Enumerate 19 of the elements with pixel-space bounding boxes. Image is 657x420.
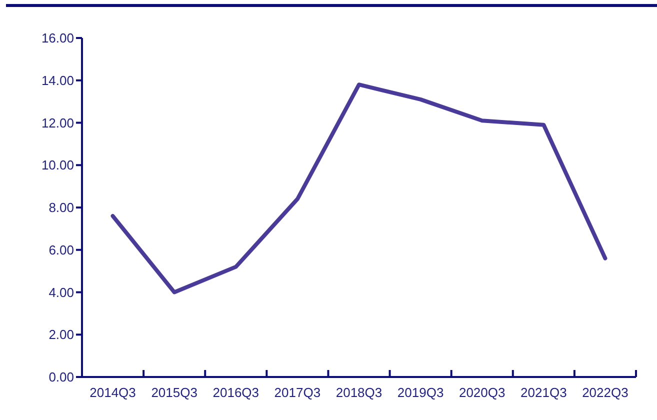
x-tick-label: 2018Q3 bbox=[336, 385, 382, 400]
x-tick-label: 2022Q3 bbox=[582, 385, 628, 400]
x-tick-label: 2020Q3 bbox=[458, 385, 506, 400]
x-tick-label: 2016Q3 bbox=[212, 385, 260, 400]
y-tick-label: 2.00 bbox=[48, 327, 74, 342]
y-tick-label: 16.00 bbox=[41, 30, 74, 46]
x-tick-label: 2015Q3 bbox=[151, 385, 198, 400]
y-tick-label: 10.00 bbox=[41, 158, 74, 173]
x-tick-label: 2019Q3 bbox=[397, 385, 444, 400]
x-tick-label: 2021Q3 bbox=[520, 385, 567, 400]
x-tick-label: 2014Q3 bbox=[90, 385, 136, 400]
y-tick-label: 0.00 bbox=[48, 370, 74, 385]
line-series bbox=[110, 82, 608, 294]
y-tick-label: 4.00 bbox=[48, 284, 74, 300]
x-tick-label: 2017Q3 bbox=[274, 385, 321, 400]
y-tick-label: 6.00 bbox=[48, 242, 74, 258]
y-tick-label: 14.00 bbox=[41, 72, 74, 88]
y-tick-label: 8.00 bbox=[48, 200, 74, 216]
y-tick-label: 12.00 bbox=[41, 115, 74, 130]
